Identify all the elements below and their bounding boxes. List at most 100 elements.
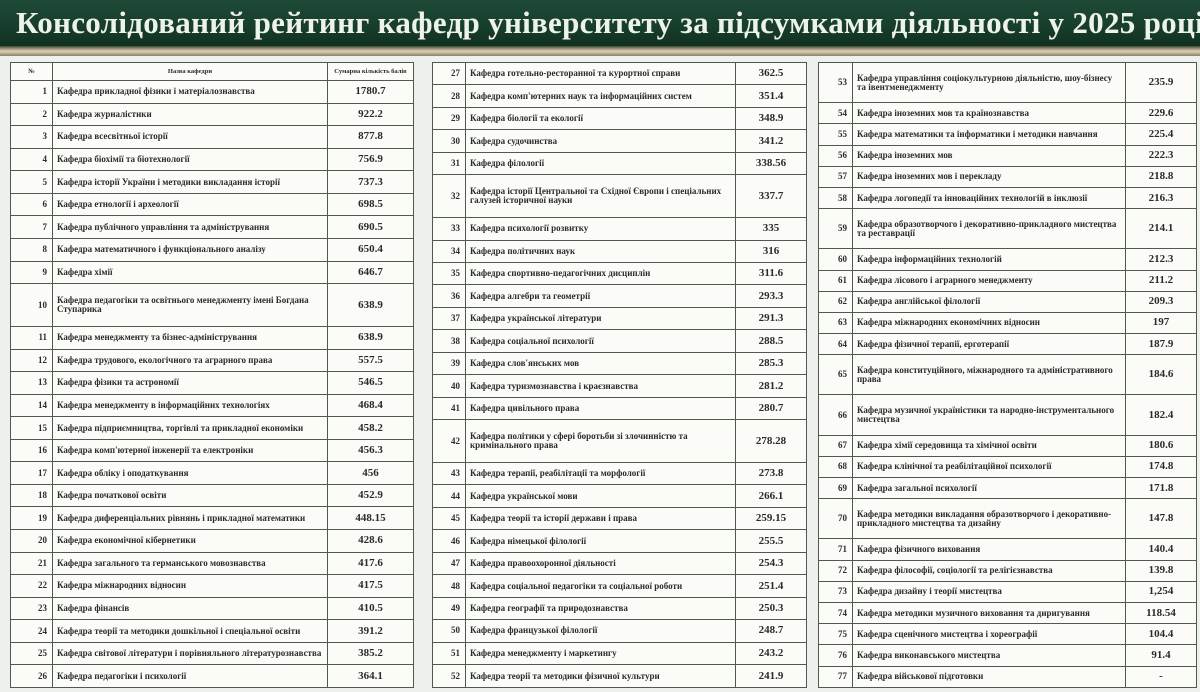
row-number: 1 — [10, 80, 53, 104]
row-number: 22 — [10, 574, 53, 598]
total-score: 171.8 — [1125, 477, 1197, 500]
table-row: 56 Кафедра іноземних мов 222.3 — [818, 144, 1197, 167]
total-score: 922.2 — [327, 102, 414, 127]
table-row: 64 Кафедра фізичної терапії, ерготерапії 1… — [818, 333, 1197, 356]
table-row: 34 Кафедра політичних наук 316 — [432, 239, 807, 263]
table-header-row: № Назва кафедри Сумарна кількість балів — [10, 61, 414, 82]
department-name: Кафедра комп'ютерних наук та інформаційн… — [465, 84, 736, 108]
total-score: 293.3 — [735, 284, 807, 308]
department-name: Кафедра менеджменту і маркетингу — [465, 641, 736, 666]
department-name: Кафедра менеджменту в інформаційних техн… — [52, 393, 328, 418]
row-number: 59 — [818, 208, 853, 250]
table-row: 32 Кафедра історії Центральної та Східної… — [432, 174, 807, 219]
row-number: 37 — [432, 306, 466, 331]
table-row: 72 Кафедра філософії, соціології та реліг… — [818, 559, 1197, 582]
total-score: 291.3 — [735, 306, 807, 331]
total-score: 737.3 — [327, 170, 414, 194]
table-row: 17 Кафедра обліку і оподаткування 456 — [10, 461, 414, 485]
total-score: 546.5 — [327, 371, 414, 395]
table-row: 61 Кафедра лісового і аграрного менеджмен… — [818, 269, 1197, 292]
total-score: 278.28 — [735, 419, 807, 463]
table-row: 28 Кафедра комп'ютерних наук та інформаці… — [432, 84, 807, 108]
table-row: 58 Кафедра логопедії та інноваційних техн… — [818, 186, 1197, 210]
total-score: 214.1 — [1125, 208, 1197, 250]
department-name: Кафедра теорії та методики фізичної куль… — [465, 664, 736, 688]
total-score: 255.5 — [735, 529, 807, 553]
row-number: 55 — [818, 123, 853, 146]
table-row: 20 Кафедра економічної кібернетики 428.6 — [10, 529, 414, 553]
department-name: Кафедра етнології і археології — [52, 192, 328, 217]
total-score: 410.5 — [327, 596, 414, 621]
table-row: 74 Кафедра методики музичного виховання т… — [818, 601, 1197, 625]
row-number: 41 — [432, 396, 466, 421]
department-name: Кафедра історії України і методики викла… — [52, 170, 328, 194]
table-row: 71 Кафедра фізичного виховання 140.4 — [818, 538, 1197, 561]
department-name: Кафедра фізичної терапії, ерготерапії — [852, 333, 1126, 356]
table-row: 14 Кафедра менеджменту в інформаційних те… — [10, 393, 414, 418]
table-row: 45 Кафедра теорії та історії держави і пр… — [432, 506, 807, 531]
row-number: 52 — [432, 664, 466, 688]
total-score: 241.9 — [735, 664, 807, 688]
department-name: Кафедра конституційного, міжнародного та… — [852, 354, 1126, 396]
table-row: 23 Кафедра фінансів 410.5 — [10, 596, 414, 621]
row-number: 75 — [818, 623, 853, 646]
table-row: 60 Кафедра інформаційних технологій 212.3 — [818, 248, 1197, 271]
department-name: Кафедра туризмознавства і краєзнавства — [465, 374, 736, 398]
row-number: 58 — [818, 186, 853, 210]
department-name: Кафедра методики музичного виховання та … — [852, 601, 1126, 625]
row-number: 56 — [818, 144, 853, 167]
total-score: 187.9 — [1125, 333, 1197, 356]
row-number: 74 — [818, 601, 853, 625]
row-number: 53 — [818, 61, 853, 104]
row-number: 2 — [10, 102, 53, 127]
row-number: 29 — [432, 106, 466, 131]
row-number: 36 — [432, 284, 466, 308]
table-row: 37 Кафедра української літератури 291.3 — [432, 306, 807, 331]
row-number: 63 — [818, 311, 853, 335]
department-name: Кафедра хімії — [52, 260, 328, 285]
table-row: 2 Кафедра журналістики 922.2 — [10, 102, 414, 127]
table-row: 65 Кафедра конституційного, міжнародного … — [818, 354, 1197, 396]
total-score: 139.8 — [1125, 559, 1197, 582]
department-name: Кафедра військової підготовки — [852, 665, 1126, 689]
total-score: 362.5 — [735, 61, 807, 86]
department-name: Кафедра політичних наук — [465, 239, 736, 263]
total-score: 337.7 — [735, 174, 807, 219]
department-name: Кафедра менеджменту та бізнес-адміністру… — [52, 325, 328, 350]
total-score: 638.9 — [327, 283, 414, 327]
department-name: Кафедра методики викладання образотворчо… — [852, 498, 1126, 540]
department-name: Кафедра французької філології — [465, 619, 736, 643]
table-row: 16 Кафедра комп'ютерної інженерії та елек… — [10, 438, 414, 463]
total-score: 259.15 — [735, 506, 807, 531]
ranking-table-2: 27 Кафедра готельно-ресторанної та курорт… — [432, 61, 807, 688]
table-row: 31 Кафедра філології 338.56 — [432, 151, 807, 176]
row-number: 50 — [432, 619, 466, 643]
total-score: 104.4 — [1125, 623, 1197, 646]
row-number: 40 — [432, 374, 466, 398]
table-row: 21 Кафедра загального та германського мов… — [10, 551, 414, 576]
divider — [0, 46, 1200, 56]
total-score: 557.5 — [327, 348, 414, 373]
total-score: 1780.7 — [327, 80, 414, 104]
total-score: 385.2 — [327, 641, 414, 666]
row-number: 57 — [818, 165, 853, 188]
total-score: 646.7 — [327, 260, 414, 285]
row-number: 71 — [818, 538, 853, 561]
table-row: 5 Кафедра історії України і методики викл… — [10, 170, 414, 194]
department-name: Кафедра філософії, соціології та релігіє… — [852, 559, 1126, 582]
department-name: Кафедра біології та екології — [465, 106, 736, 131]
department-name: Кафедра фізики та астрономії — [52, 371, 328, 395]
total-score: 456 — [327, 461, 414, 485]
department-name: Кафедра судочинства — [465, 129, 736, 153]
table-row: 25 Кафедра світової літератури і порівнял… — [10, 641, 414, 666]
row-number: 28 — [432, 84, 466, 108]
row-number: 70 — [818, 498, 853, 540]
table-row: 3 Кафедра всесвітньої історії 877.8 — [10, 125, 414, 149]
table-row: 8 Кафедра математичного і функціонального… — [10, 237, 414, 262]
department-name: Кафедра математичного і функціонального … — [52, 237, 328, 262]
total-score: 225.4 — [1125, 123, 1197, 146]
table-row: 6 Кафедра етнології і археології 698.5 — [10, 192, 414, 217]
department-name: Кафедра фізичного виховання — [852, 538, 1126, 561]
total-score: - — [1125, 665, 1197, 689]
row-number: 4 — [10, 147, 53, 172]
